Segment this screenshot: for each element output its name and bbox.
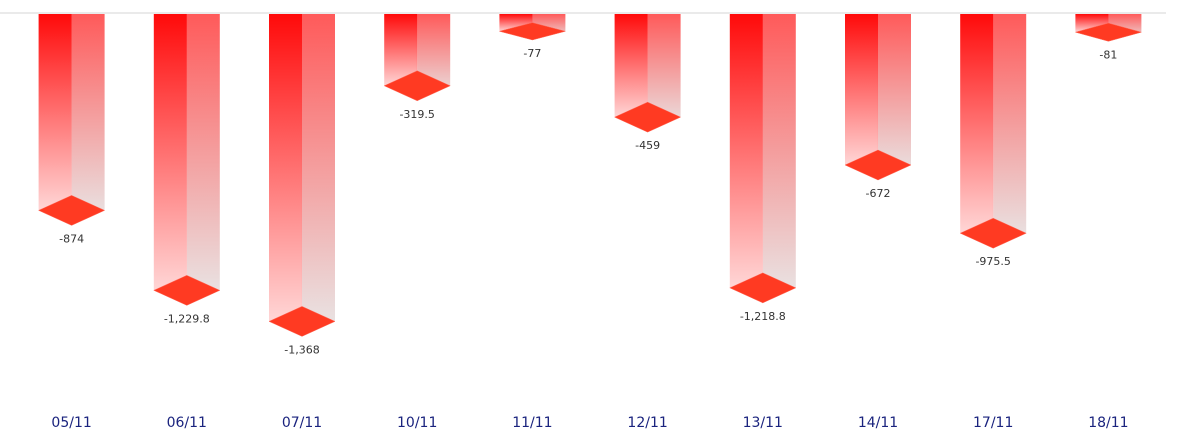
- x-tick-label: 14/11: [858, 415, 898, 431]
- value-label: -1,218.8: [740, 310, 786, 323]
- bar: [960, 14, 994, 234]
- value-label: -874: [59, 232, 84, 245]
- bar-bottom-cap: [268, 306, 336, 337]
- bar-bottom-cap: [1074, 22, 1143, 42]
- bar-bottom-cap: [959, 217, 1027, 249]
- x-tick-label: 10/11: [397, 415, 437, 431]
- bar-bottom-cap: [729, 272, 797, 304]
- value-label: -975.5: [975, 255, 1010, 268]
- x-tick-label: 05/11: [51, 415, 91, 431]
- bar-bottom-cap: [37, 195, 106, 226]
- bar: [153, 14, 187, 291]
- bar-front-right: [992, 14, 994, 249]
- bar: [38, 14, 72, 211]
- bar-bottom-cap: [153, 275, 221, 306]
- bar-side: [71, 14, 105, 226]
- x-tick-label: 12/11: [627, 415, 667, 431]
- x-tick-label: 18/11: [1088, 415, 1128, 431]
- x-tick-label: 07/11: [282, 415, 322, 431]
- bar-side: [762, 14, 796, 303]
- x-tick-label: 06/11: [167, 415, 207, 431]
- value-label: -81: [1099, 48, 1117, 61]
- bar: [614, 14, 648, 118]
- bar-bottom-cap: [844, 149, 912, 181]
- bar-side: [993, 14, 1027, 249]
- bar-side: [647, 14, 681, 133]
- value-label: -319.5: [399, 108, 434, 121]
- bar: [269, 14, 302, 322]
- value-label: -672: [866, 187, 891, 200]
- bar-side: [878, 14, 911, 181]
- bar-front-right: [301, 14, 302, 337]
- bar-front-right: [877, 14, 878, 181]
- bar-front-right: [71, 14, 72, 226]
- bar-bottom-cap: [498, 22, 567, 41]
- value-label: -1,229.8: [164, 312, 210, 325]
- x-tick-label: 11/11: [512, 415, 552, 431]
- bar-front-right: [762, 14, 763, 303]
- bar: [729, 14, 763, 288]
- bar: [845, 14, 878, 166]
- bar-bottom-cap: [613, 101, 682, 133]
- bar-bottom-cap: [383, 70, 451, 102]
- value-label: -77: [523, 47, 541, 60]
- x-tick-label: 17/11: [973, 415, 1013, 431]
- bar-side: [186, 14, 220, 306]
- bar-front-right: [186, 14, 187, 306]
- value-label: -1,368: [284, 343, 319, 356]
- x-tick-label: 13/11: [743, 415, 783, 431]
- bar-side: [302, 14, 335, 337]
- value-label: -459: [635, 139, 660, 152]
